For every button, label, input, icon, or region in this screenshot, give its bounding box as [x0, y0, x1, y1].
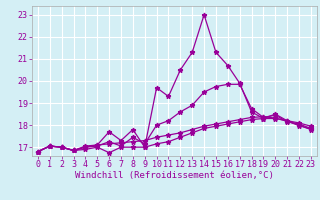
X-axis label: Windchill (Refroidissement éolien,°C): Windchill (Refroidissement éolien,°C) — [75, 171, 274, 180]
